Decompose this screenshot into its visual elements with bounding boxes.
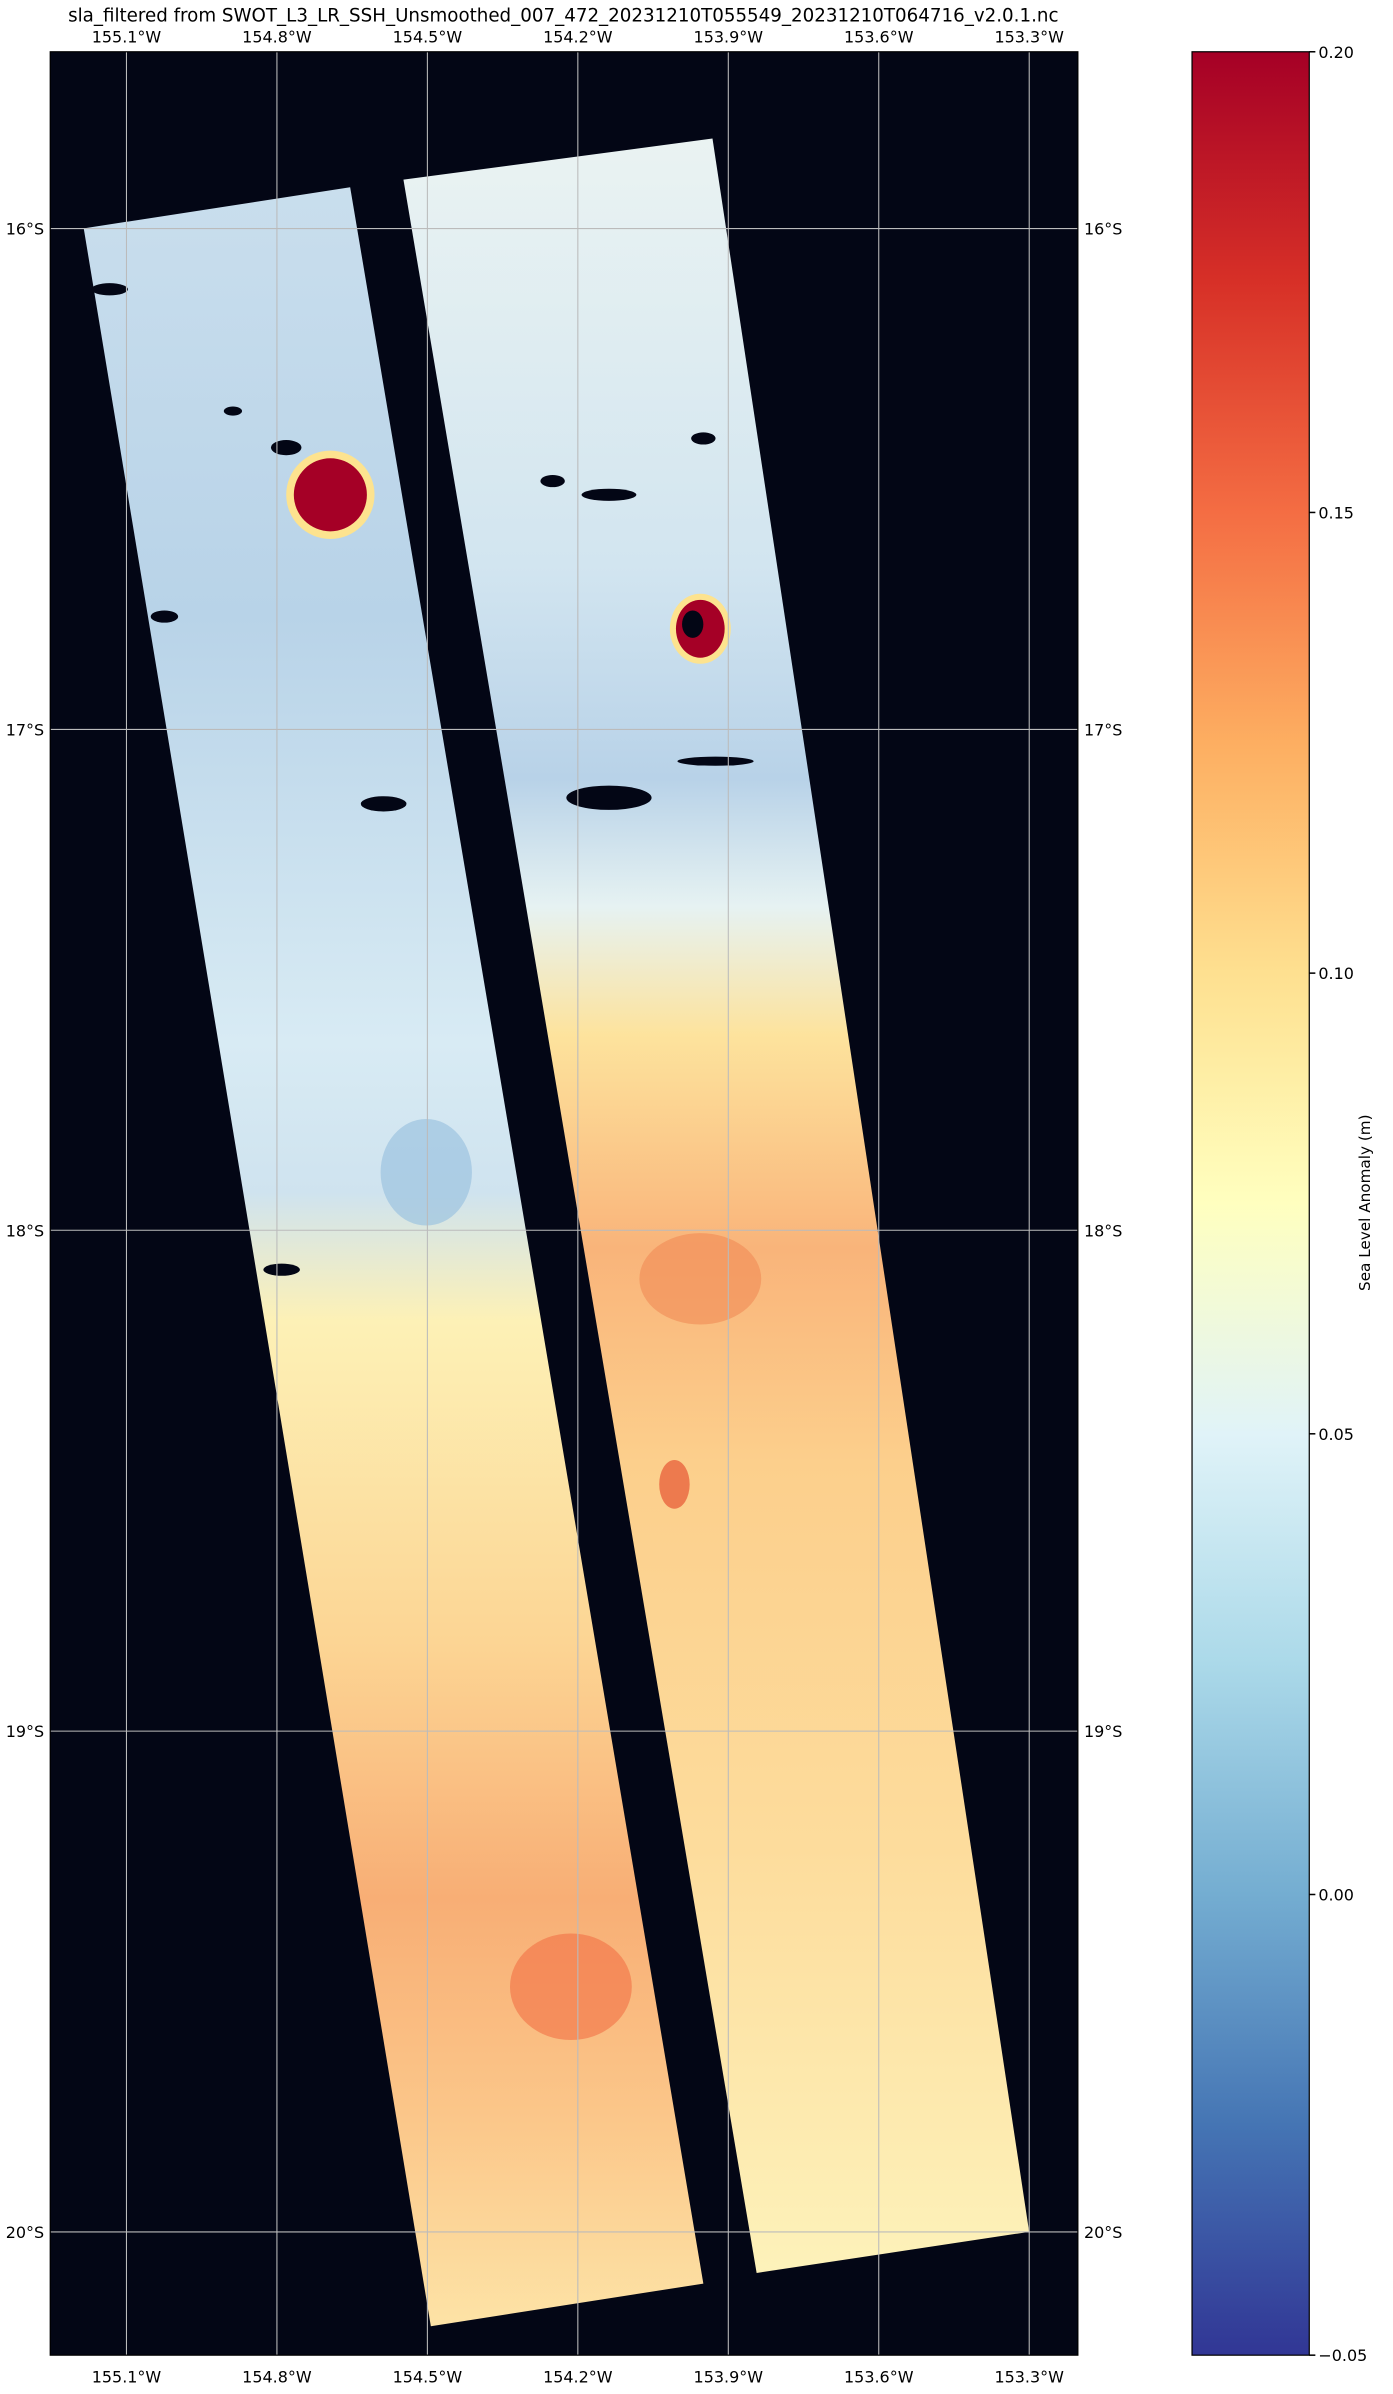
x-tick-label: 153.9°W [694, 28, 764, 47]
x-tick-label: 153.9°W [694, 2368, 764, 2387]
x-tick-label: 153.3°W [994, 28, 1064, 47]
y-tick-label: 16°S [1084, 220, 1122, 239]
colorbar-tick-label: 0.05 [1318, 1425, 1354, 1444]
swath [403, 138, 1030, 2273]
chart-title: sla_filtered from SWOT_L3_LR_SSH_Unsmoot… [68, 5, 1058, 26]
colorbar-tick-label: 0.20 [1318, 43, 1354, 62]
y-tick-label: 16°S [6, 220, 44, 239]
x-tick-label: 154.2°W [543, 2368, 613, 2387]
colorbar [1191, 51, 1310, 2356]
y-tick-label: 20°S [6, 2223, 44, 2242]
colorbar-tick-label: 0.15 [1318, 504, 1354, 523]
anomaly-patch [639, 1233, 762, 1325]
x-tick-label: 154.2°W [543, 28, 613, 47]
colorbar-tick-label: −0.05 [1318, 2346, 1367, 2365]
plot-frame [49, 51, 1079, 2356]
x-tick-label: 154.5°W [393, 28, 463, 47]
y-tick-label: 18°S [1084, 1221, 1122, 1240]
y-tick-label: 18°S [6, 1221, 44, 1240]
x-tick-label: 154.5°W [393, 2368, 463, 2387]
x-tick-label: 153.6°W [844, 28, 914, 47]
y-tick-label: 17°S [6, 721, 44, 740]
y-tick-label: 19°S [1084, 1722, 1122, 1741]
grid [50, 51, 1078, 2356]
island-anomaly [293, 458, 367, 532]
map-layer [83, 138, 1030, 2327]
y-tick-label: 17°S [1084, 721, 1122, 740]
anomaly-patch [510, 1933, 632, 2041]
x-tick-label: 153.6°W [844, 2368, 914, 2387]
x-tick-label: 153.3°W [994, 2368, 1064, 2387]
x-tick-label: 155.1°W [92, 2368, 162, 2387]
swath [83, 187, 704, 2327]
colorbar-label: Sea Level Anomaly (m) [1356, 1114, 1374, 1291]
y-tick-label: 19°S [6, 1722, 44, 1741]
anomaly-patch [659, 1459, 690, 1509]
anomaly-patch [380, 1118, 472, 1226]
colorbar-tick-label: 0.00 [1318, 1886, 1354, 1905]
x-tick-label: 154.8°W [242, 2368, 312, 2387]
colorbar-tick-label: 0.10 [1318, 964, 1354, 983]
x-tick-label: 155.1°W [92, 28, 162, 47]
y-tick-label: 20°S [1084, 2223, 1122, 2242]
islands [91, 283, 754, 1276]
x-tick-label: 154.8°W [242, 28, 312, 47]
